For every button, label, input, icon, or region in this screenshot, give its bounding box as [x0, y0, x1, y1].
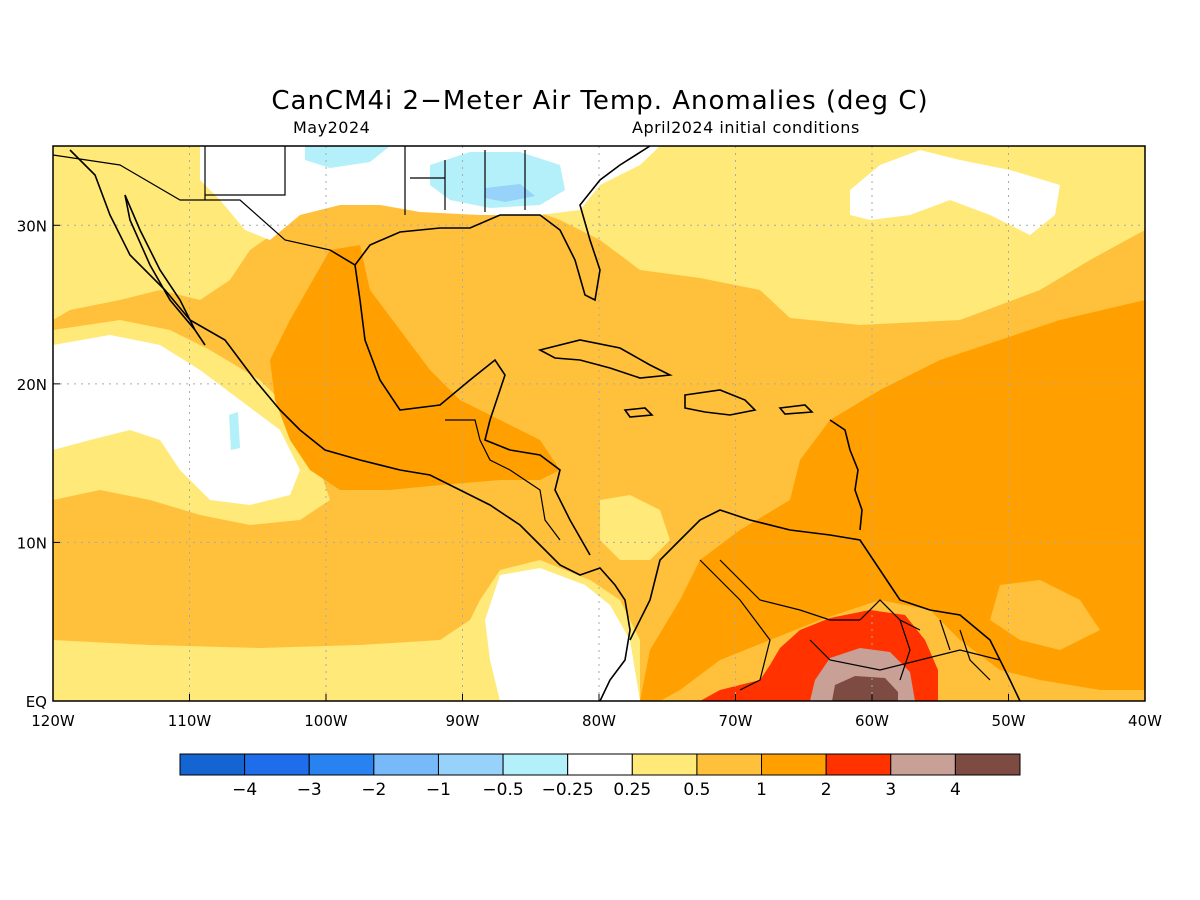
coastline-baja — [124, 194, 206, 346]
coastline-puerto-rico — [778, 404, 814, 415]
lat-tick-label: 10N — [17, 534, 47, 552]
colorbar-label: −2 — [361, 780, 386, 800]
lon-tick-label: 80W — [582, 712, 616, 730]
lon-tick-label: 70W — [719, 712, 753, 730]
anomaly-zone-neutral-west — [53, 335, 300, 505]
colorbar-label: 0.5 — [683, 780, 710, 800]
lon-tick-label: 110W — [168, 712, 212, 730]
coastlines — [69, 146, 1021, 701]
anomaly-zone-cool-pacific — [229, 412, 240, 450]
map-title: CanCM4i 2−Meter Air Temp. Anomalies (deg… — [271, 86, 929, 116]
colorbar-swatch — [954, 753, 1021, 776]
colorbar-label: 2 — [821, 780, 832, 800]
colorbar-label: −0.5 — [482, 780, 523, 800]
colorbar-label: −1 — [426, 780, 451, 800]
border-us-mexico — [53, 154, 331, 251]
anomaly-zone-neutral-atlantic — [850, 150, 1060, 235]
anomaly-zone-neutral-eastpac — [485, 568, 640, 701]
anomaly-field — [53, 146, 1145, 701]
coastline-pacific-mexico-central-america — [69, 149, 631, 701]
anomaly-zone-max-amazon — [832, 676, 898, 701]
anomaly-zone-cool-texas — [305, 146, 390, 168]
coastline-cuba — [537, 339, 673, 379]
border-brazil — [809, 639, 1001, 671]
colorbar: −4 −3 −2 −1 −0.5 −0.25 0.25 0.5 1 2 3 4 — [179, 753, 1021, 800]
colorbar-swatch — [437, 753, 504, 776]
anomaly-zone-2-3-atlantic-mid — [990, 580, 1100, 650]
political-borders — [53, 146, 1001, 691]
coastline-south-america-north — [629, 509, 1021, 701]
colorbar-swatch — [373, 753, 439, 776]
colorbar-label: 3 — [885, 780, 896, 800]
colorbar-swatch — [244, 753, 310, 776]
lon-tick-label: 120W — [31, 712, 75, 730]
colorbar-swatch — [696, 753, 763, 776]
lon-tick-label: 50W — [992, 712, 1026, 730]
lon-tick-label: 60W — [855, 712, 889, 730]
border-guianas — [859, 599, 991, 681]
border-colombia-venezuela — [699, 559, 860, 691]
colorbar-swatch — [502, 753, 569, 776]
colorbar-swatch — [631, 753, 698, 776]
colorbar-label: 0.25 — [613, 780, 651, 800]
coastline-jamaica — [623, 407, 654, 418]
lat-tick-label: 20N — [17, 376, 47, 394]
border-us-states — [204, 146, 526, 215]
axis-ticks: 120W 110W 100W 90W 80W 70W 60W 50W 40W EQ 10N 20N 30… — [17, 217, 1162, 730]
colorbar-swatch — [825, 753, 892, 776]
colorbar-label: 1 — [756, 780, 767, 800]
lat-tick-label: 30N — [17, 217, 47, 235]
forecast-month: May2024 — [293, 118, 371, 137]
colorbar-label: −0.25 — [542, 780, 594, 800]
colorbar-swatch — [567, 753, 633, 776]
colorbar-label: −3 — [297, 780, 322, 800]
coastline-gulf-of-mexico — [329, 249, 591, 556]
colorbar-swatch — [179, 753, 246, 776]
coastline-hispaniola — [684, 389, 757, 416]
colorbar-swatch — [761, 753, 827, 776]
anomaly-zone-0.5-1-panama — [600, 495, 670, 560]
lat-tick-label: EQ — [26, 693, 47, 711]
colorbar-swatch — [308, 753, 375, 776]
colorbar-label: −4 — [232, 780, 257, 800]
initial-conditions: April2024 initial conditions — [632, 118, 860, 137]
border-central-america — [445, 419, 561, 541]
colorbar-label: 4 — [950, 780, 961, 800]
colorbar-swatch — [890, 753, 956, 776]
lon-tick-label: 90W — [446, 712, 480, 730]
coastline-us-gulf — [354, 146, 651, 302]
anomaly-zone-cool-southeast-us-core — [485, 184, 535, 202]
lon-tick-label: 40W — [1128, 712, 1162, 730]
lon-tick-label: 100W — [304, 712, 348, 730]
coastline-lesser-antilles — [829, 419, 863, 531]
